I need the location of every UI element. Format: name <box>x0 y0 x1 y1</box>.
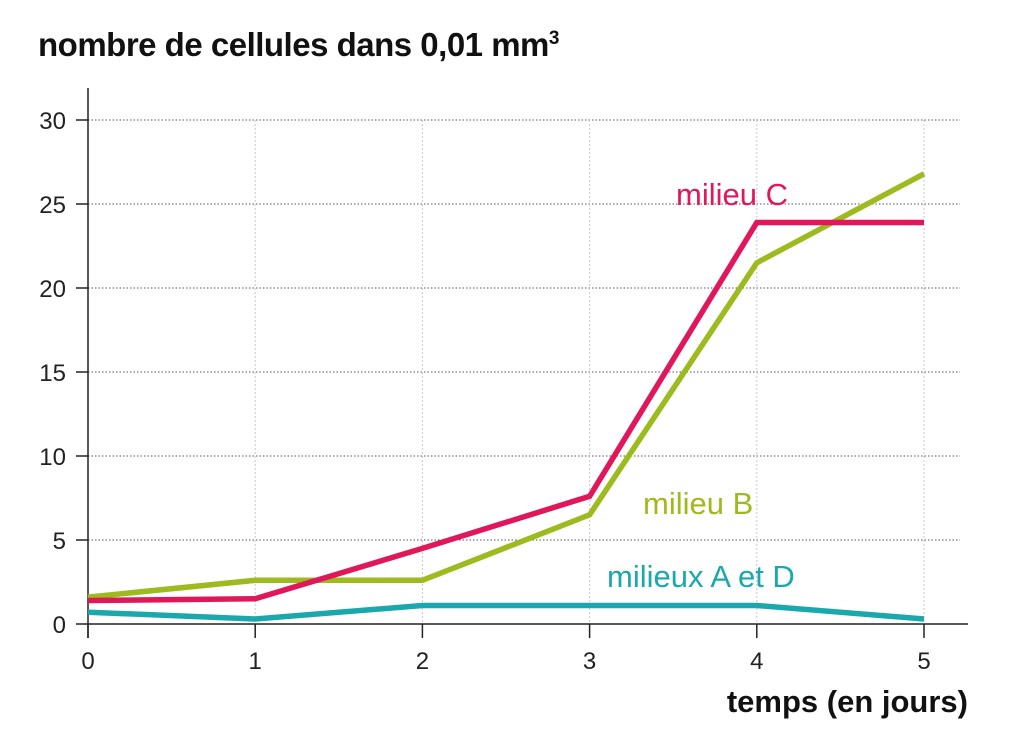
series-line-2 <box>87 602 925 622</box>
y-axis-title: nombre de cellules dans 0,01 mm3 <box>38 26 559 64</box>
x-tick-label: 1 <box>249 648 262 675</box>
series-label-0: milieu C <box>676 177 788 212</box>
y-tick-label: 20 <box>39 276 66 303</box>
series-lines <box>87 171 926 622</box>
x-tick-label: 0 <box>81 648 94 675</box>
x-tick-label: 2 <box>416 648 429 675</box>
y-axis-title-text: nombre de cellules dans 0,01 mm <box>38 26 549 63</box>
y-axis-title-exponent: 3 <box>548 28 560 49</box>
y-tick-label: 0 <box>53 612 66 639</box>
tick-labels: 0 5 10 15 20 25 30 0 1 2 3 4 5 <box>39 108 930 675</box>
series-label-1: milieu B <box>643 486 753 521</box>
y-tick-label: 30 <box>39 108 66 135</box>
x-tick-label: 5 <box>917 648 930 675</box>
y-tick-label: 10 <box>39 444 66 471</box>
series-line-1 <box>87 171 926 600</box>
x-tick-label: 3 <box>583 648 596 675</box>
y-tick-label: 25 <box>39 192 66 219</box>
grid <box>88 119 960 624</box>
y-tick-label: 15 <box>39 360 66 387</box>
series-label-2: milieux A et D <box>607 559 795 594</box>
x-tick-label: 4 <box>750 648 763 675</box>
axes <box>76 88 968 638</box>
series-labels: milieu C milieu B milieux A et D <box>607 177 795 594</box>
series-line-0 <box>87 219 924 604</box>
y-tick-label: 5 <box>53 528 66 555</box>
x-axis-title: temps (en jours) <box>726 684 968 719</box>
